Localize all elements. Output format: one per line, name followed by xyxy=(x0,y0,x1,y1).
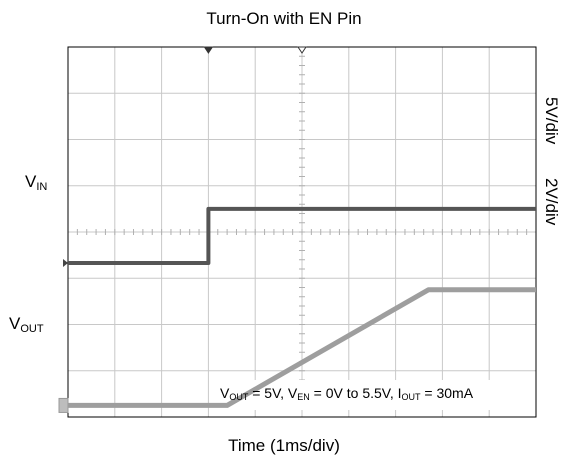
chart-title: Turn-On with EN Pin xyxy=(206,9,362,28)
vin-label: VIN xyxy=(25,172,48,193)
center-marker-icon xyxy=(297,46,307,54)
trigger-marker-icon xyxy=(203,46,214,54)
traces xyxy=(68,206,536,408)
vin-scale-label: 5V/div xyxy=(542,97,561,145)
vout-label: VOUT xyxy=(9,314,44,335)
conditions-caption: VOUT = 5V, VEN = 0V to 5.5V, IOUT = 30mA xyxy=(220,385,474,402)
trace-vout xyxy=(68,287,536,408)
x-axis-label: Time (1ms/div) xyxy=(228,436,340,455)
vout-channel-marker-icon xyxy=(58,397,69,413)
vout-scale-label: 2V/div xyxy=(542,178,561,226)
trace-vin xyxy=(68,206,536,265)
vin-channel-marker-icon xyxy=(63,258,68,267)
grid xyxy=(67,46,537,418)
